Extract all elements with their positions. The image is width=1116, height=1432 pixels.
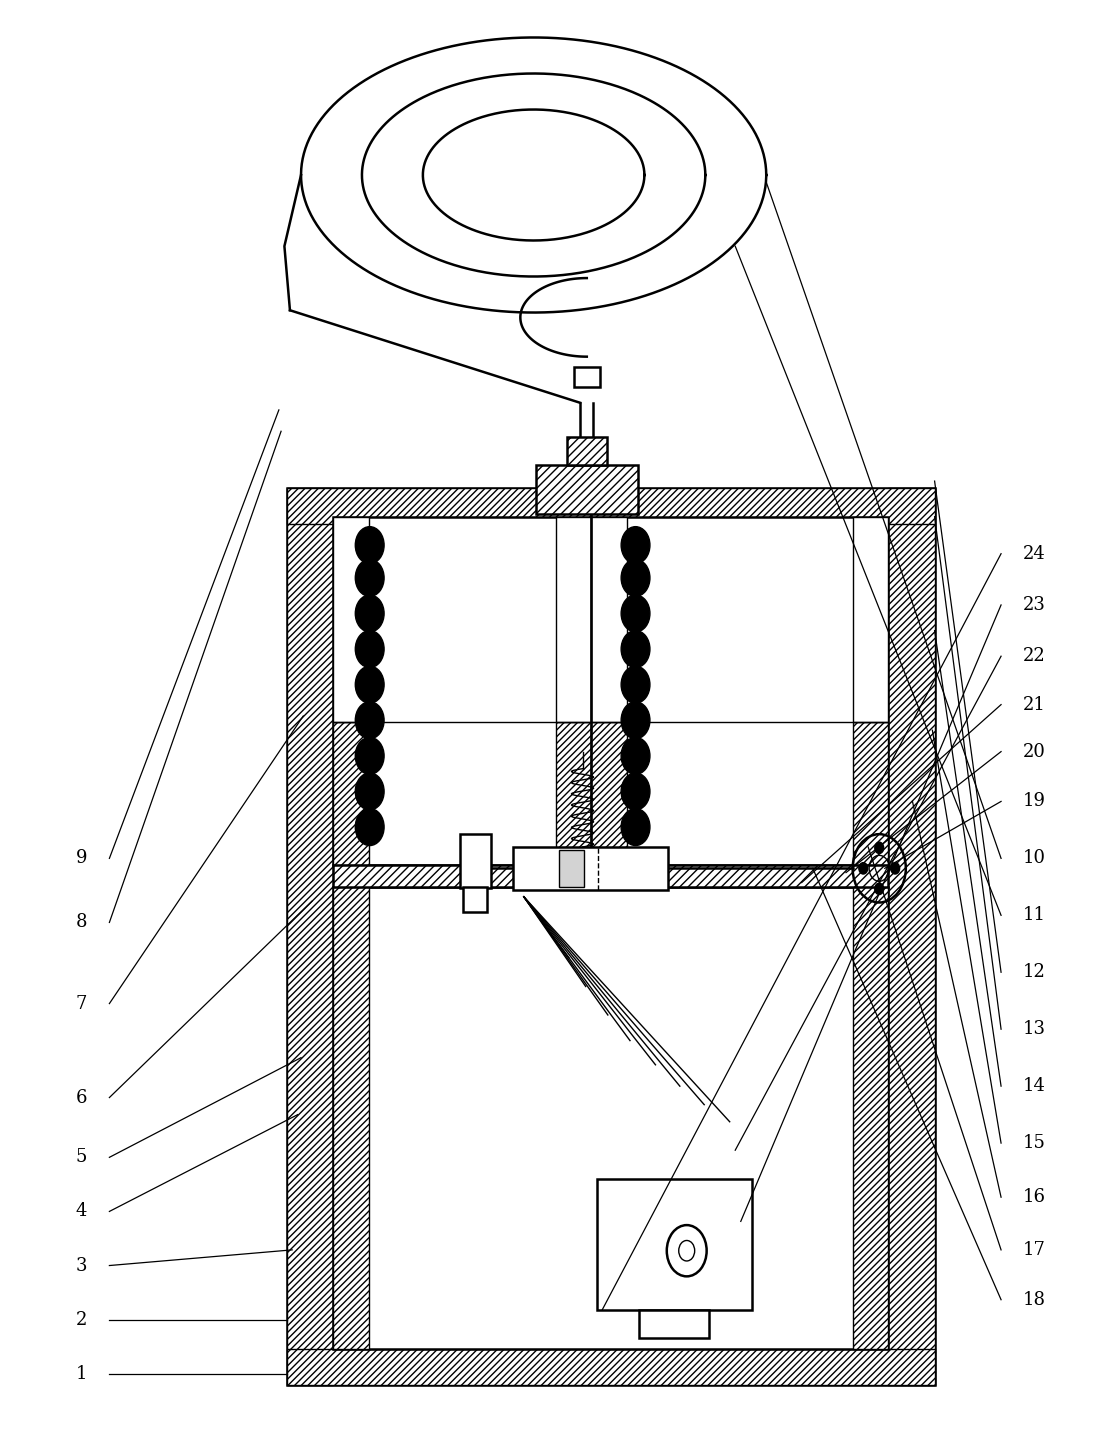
Text: 10: 10 — [1023, 849, 1046, 868]
Circle shape — [622, 527, 650, 564]
Circle shape — [875, 884, 884, 895]
Bar — [512, 846, 667, 889]
Bar — [639, 1310, 709, 1337]
Bar — [287, 488, 934, 1385]
Text: 12: 12 — [1023, 964, 1046, 981]
Circle shape — [622, 594, 650, 632]
Circle shape — [355, 773, 384, 811]
Text: 14: 14 — [1023, 1077, 1046, 1095]
Bar — [853, 517, 888, 723]
Bar — [591, 517, 627, 723]
Bar — [463, 886, 488, 912]
Bar — [334, 517, 368, 723]
Circle shape — [622, 773, 650, 811]
Bar — [597, 1179, 752, 1310]
Circle shape — [622, 630, 650, 667]
Bar — [574, 367, 600, 387]
Text: 22: 22 — [1023, 647, 1046, 666]
Bar — [853, 886, 888, 1349]
Bar — [334, 886, 368, 1349]
Text: 19: 19 — [1023, 792, 1046, 811]
Circle shape — [859, 862, 868, 874]
Bar — [559, 849, 584, 886]
Bar — [888, 488, 934, 1385]
Text: 7: 7 — [76, 995, 87, 1012]
Bar — [567, 437, 607, 465]
Text: 13: 13 — [1023, 1020, 1046, 1038]
Circle shape — [622, 702, 650, 739]
Text: 6: 6 — [76, 1088, 87, 1107]
Text: 24: 24 — [1023, 544, 1046, 563]
Circle shape — [355, 527, 384, 564]
Bar — [287, 1349, 934, 1385]
Bar — [556, 517, 591, 723]
Bar — [460, 835, 491, 888]
Circle shape — [622, 666, 650, 703]
Text: 15: 15 — [1023, 1134, 1046, 1153]
Bar — [556, 723, 591, 865]
Text: 17: 17 — [1023, 1242, 1046, 1259]
Text: 1: 1 — [76, 1365, 87, 1383]
Text: 20: 20 — [1023, 743, 1046, 760]
Bar — [334, 723, 368, 865]
Circle shape — [355, 666, 384, 703]
Text: 9: 9 — [76, 849, 87, 868]
Bar — [287, 488, 934, 524]
Text: 2: 2 — [76, 1310, 87, 1329]
Text: 3: 3 — [76, 1256, 87, 1274]
Text: 4: 4 — [76, 1203, 87, 1220]
Circle shape — [622, 560, 650, 596]
Circle shape — [355, 560, 384, 596]
Text: 8: 8 — [76, 914, 87, 931]
Circle shape — [355, 594, 384, 632]
Circle shape — [622, 737, 650, 775]
Circle shape — [355, 809, 384, 845]
Text: 23: 23 — [1023, 596, 1046, 614]
Bar — [853, 723, 888, 865]
Text: 18: 18 — [1023, 1290, 1046, 1309]
Text: 21: 21 — [1023, 696, 1046, 713]
Text: 16: 16 — [1023, 1189, 1046, 1206]
Text: 11: 11 — [1023, 906, 1046, 924]
Circle shape — [355, 702, 384, 739]
Bar — [287, 488, 334, 1385]
Circle shape — [622, 809, 650, 845]
Circle shape — [355, 630, 384, 667]
Bar — [536, 465, 637, 514]
Circle shape — [355, 737, 384, 775]
Bar — [334, 865, 888, 886]
Bar — [591, 723, 627, 865]
Circle shape — [875, 842, 884, 853]
Circle shape — [891, 862, 899, 874]
Bar — [334, 517, 888, 865]
Bar — [334, 886, 888, 1349]
Text: 5: 5 — [76, 1148, 87, 1166]
